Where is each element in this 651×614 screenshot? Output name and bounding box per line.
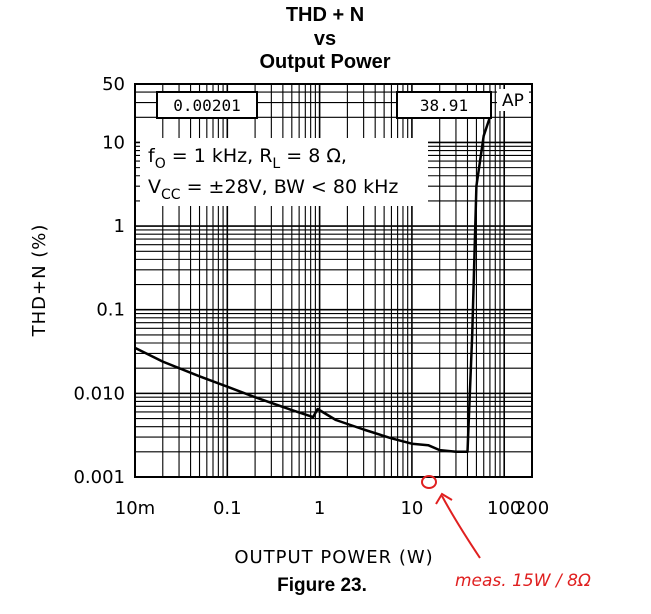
hand-arrow-head	[435, 492, 453, 505]
y-tick-label: 10	[102, 132, 125, 153]
x-tick-label: 10	[400, 498, 423, 519]
hand-arrow	[441, 495, 481, 559]
y-tick-label: 1	[114, 216, 125, 237]
x-tick-label: 0.1	[213, 498, 242, 519]
readout-right-value: 38.91	[420, 96, 468, 115]
x-tick-label: 1	[314, 498, 325, 519]
x-tick-label: 200	[515, 498, 549, 519]
y-tick-labels: 50 10 1 0.1 0.010 0.001	[73, 74, 125, 488]
plot-frame	[134, 83, 533, 478]
figure-caption: Figure 23.	[277, 575, 367, 596]
handwritten-note: meas. 15W / 8Ω	[455, 571, 591, 591]
y-axis-label: THD+N (%)	[29, 224, 50, 338]
y-tick-label: 0.1	[96, 300, 125, 321]
chart-title-line-2: vs	[314, 28, 336, 50]
x-tick-label: 10m	[115, 498, 155, 519]
test-conditions-line-2: VCC = ±28V, BW < 80 kHz	[148, 176, 398, 203]
test-conditions-line-1: fO = 1 kHz, RL = 8 Ω,	[148, 145, 347, 172]
y-tick-label: 50	[102, 74, 125, 95]
chart-title-line-1: THD + N	[286, 4, 364, 26]
readout-box-left: 0.00201	[156, 91, 258, 119]
y-tick-label: 0.010	[73, 383, 125, 404]
readout-left-value: 0.00201	[173, 96, 240, 115]
thd-curve	[134, 116, 492, 454]
handwritten-annotation: meas. 15W / 8Ω	[421, 475, 591, 591]
x-axis-label: OUTPUT POWER (W)	[234, 547, 433, 568]
x-tick-label: 100	[487, 498, 521, 519]
readout-box-right: 38.91	[396, 91, 492, 119]
hand-circle-mark	[421, 475, 437, 489]
ap-label: AP	[502, 91, 524, 111]
y-tick-label: 0.001	[73, 467, 125, 488]
chart-title-line-3: Output Power	[259, 51, 390, 73]
